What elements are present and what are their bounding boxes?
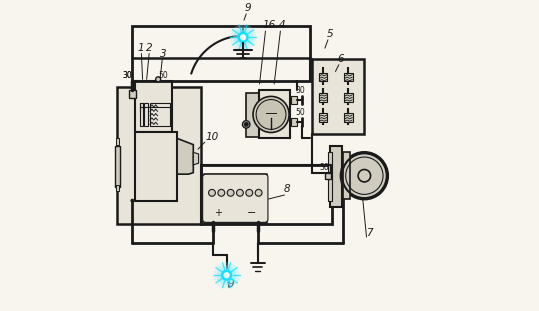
Bar [344,113,353,122]
Bar [201,165,331,224]
FancyBboxPatch shape [203,174,268,222]
Text: 50: 50 [296,108,306,117]
Text: 10: 10 [206,132,219,142]
Bar [319,93,327,102]
Circle shape [156,77,161,82]
Bar [313,59,364,134]
Circle shape [238,32,248,43]
Circle shape [233,27,253,47]
Circle shape [244,122,248,127]
Bar [117,87,201,224]
Text: 30: 30 [296,86,306,95]
Circle shape [227,189,234,196]
Bar [115,185,119,191]
Bar [135,81,172,132]
Bar [319,73,327,81]
Circle shape [209,189,216,196]
Bar [344,73,353,81]
Bar [133,26,309,81]
Bar [246,93,259,137]
Polygon shape [194,152,198,165]
Text: 9: 9 [245,3,252,13]
Bar [328,152,331,201]
Bar [115,146,120,187]
Circle shape [236,30,250,44]
Bar [204,174,266,222]
Text: 3: 3 [160,49,167,59]
Bar [326,173,331,179]
Bar [319,113,327,122]
Circle shape [237,189,244,196]
Text: 30: 30 [122,71,132,80]
Bar [330,146,342,207]
Text: +: + [214,208,222,218]
Circle shape [217,265,237,285]
Bar [344,93,353,102]
Text: 1: 1 [137,43,144,53]
Text: −: − [247,208,257,218]
Circle shape [131,199,134,202]
Circle shape [255,189,262,196]
Bar [291,118,298,126]
Text: 16: 16 [262,20,275,30]
Text: 9: 9 [227,279,234,289]
Bar [259,90,290,138]
Bar [144,103,148,126]
Circle shape [218,189,225,196]
Text: 30: 30 [122,71,132,80]
Text: 8: 8 [284,184,290,194]
Circle shape [220,268,233,282]
Circle shape [240,34,246,40]
Bar [291,96,298,104]
Bar [343,152,350,199]
Text: 2: 2 [147,43,153,53]
Circle shape [253,96,289,132]
Circle shape [230,24,256,50]
Circle shape [341,152,388,199]
Bar [140,103,143,126]
Polygon shape [177,138,194,174]
Circle shape [256,100,286,129]
Circle shape [224,272,230,278]
Bar [135,132,177,201]
Text: 30: 30 [320,163,329,172]
Bar [150,103,170,126]
Text: 5: 5 [327,29,334,39]
Circle shape [358,169,371,182]
Text: 50: 50 [158,71,168,80]
Circle shape [246,189,253,196]
Bar [115,138,119,145]
Circle shape [243,121,250,128]
Text: 4: 4 [279,20,286,30]
Bar [129,90,136,98]
Text: 6: 6 [338,54,344,64]
Circle shape [213,262,240,288]
Text: 7: 7 [365,228,372,238]
Circle shape [221,270,232,281]
